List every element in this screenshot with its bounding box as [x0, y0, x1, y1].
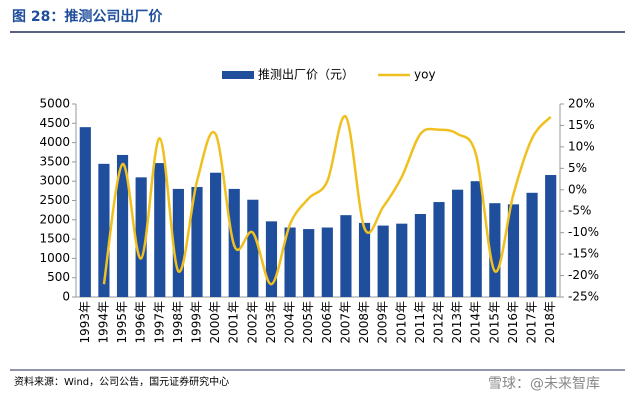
bar: [526, 192, 538, 297]
x-tick-label: 1996年: [134, 301, 148, 344]
x-tick-label: 2002年: [245, 301, 259, 344]
bar: [377, 225, 389, 297]
x-tick-label: 1997年: [152, 301, 166, 344]
y-tick-label: 1000: [39, 251, 70, 265]
y2-tick-label: -25%: [568, 290, 599, 304]
x-tick-label: 2012年: [432, 301, 446, 344]
x-tick-label: 2014年: [469, 301, 483, 344]
y-tick-label: 3500: [39, 154, 70, 168]
x-tick-label: 2010年: [394, 301, 408, 344]
y2-tick-label: -10%: [568, 225, 599, 239]
x-tick-label: 2003年: [264, 301, 278, 344]
y-tick-label: 3000: [39, 174, 70, 188]
bar: [396, 223, 408, 297]
bar: [489, 203, 501, 297]
bar: [452, 189, 464, 297]
bar: [247, 199, 259, 297]
bar: [265, 221, 278, 297]
y-tick-label: 0: [62, 290, 70, 304]
bar: [154, 163, 166, 297]
bar: [340, 215, 352, 297]
bar: [135, 177, 147, 297]
legend-label: 推测出厂价（元）: [258, 68, 354, 82]
y-tick-label: 2000: [39, 212, 70, 226]
bar: [545, 175, 557, 297]
bar: [507, 204, 520, 297]
x-tick-label: 2008年: [357, 301, 371, 344]
bar: [191, 186, 203, 297]
bar: [210, 172, 222, 297]
bar: [172, 188, 184, 297]
bar: [303, 229, 315, 297]
x-tick-label: 2006年: [320, 301, 334, 344]
title: 图 28：推测公司出厂价: [12, 8, 163, 25]
x-tick-label: 2007年: [338, 301, 352, 344]
x-tick-label: 1999年: [190, 301, 204, 344]
x-tick-label: 1998年: [171, 301, 185, 344]
bar: [98, 163, 110, 297]
source: 资料来源：Wind，公司公告，国元证券研究中心: [14, 375, 229, 388]
x-tick-label: 1993年: [78, 301, 92, 344]
line: [102, 115, 552, 286]
y-tick-label: 4000: [39, 135, 70, 149]
y-tick-label: 1500: [39, 232, 70, 246]
x-tick-label: 2000年: [208, 301, 222, 344]
bar: [358, 222, 371, 297]
y2-tick-label: -20%: [568, 268, 599, 282]
x-tick-label: 2009年: [376, 301, 390, 344]
bar: [79, 127, 91, 297]
y2-tick-label: 5%: [568, 161, 587, 175]
x-tick-label: 2001年: [227, 301, 241, 344]
x-tick-label: 2011年: [413, 301, 427, 344]
bar: [414, 214, 426, 297]
x-tick-label: 2016年: [506, 301, 520, 344]
x-tick-label: 2005年: [301, 301, 315, 344]
x-tick-label: 2013年: [450, 301, 464, 344]
y-tick-label: 2500: [39, 193, 70, 207]
y2-tick-label: -15%: [568, 247, 599, 261]
y2-tick-label: 0%: [568, 182, 587, 196]
x-tick-label: 2017年: [525, 301, 539, 344]
y2-tick-label: -5%: [568, 204, 591, 218]
y2-tick-label: 15%: [568, 118, 595, 132]
y-tick-label: 4500: [39, 116, 70, 130]
bar: [321, 227, 333, 297]
y2-tick-label: 20%: [568, 97, 595, 111]
bar: [470, 181, 482, 297]
watermark: 雪球：@未来智库: [488, 376, 600, 392]
bar: [116, 154, 129, 297]
x-tick-label: 2018年: [543, 301, 557, 344]
x-tick-label: 1995年: [115, 301, 129, 344]
x-tick-label: 1994年: [96, 301, 110, 344]
x-tick-label: 2015年: [487, 301, 501, 344]
y-tick-label: 5000: [39, 97, 70, 111]
y-tick-label: 500: [47, 270, 70, 284]
bar: [433, 202, 445, 297]
legend-label: yoy: [414, 68, 436, 82]
legend-swatch: [222, 71, 254, 79]
bar: [284, 227, 296, 297]
x-tick-label: 2004年: [283, 301, 297, 344]
y2-tick-label: 10%: [568, 139, 595, 153]
